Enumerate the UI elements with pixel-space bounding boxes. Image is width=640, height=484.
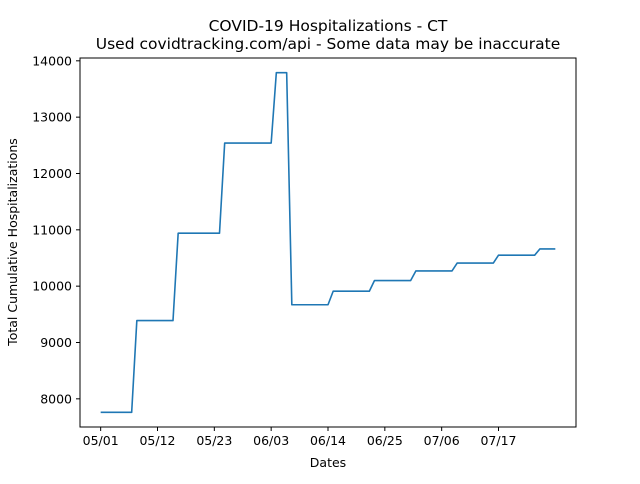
x-tick-label: 05/01 [83,433,119,448]
x-tick-label: 06/14 [310,433,346,448]
x-tick-label: 07/06 [424,433,460,448]
x-tick-label: 07/17 [480,433,516,448]
y-tick-label: 13000 [32,110,72,125]
x-tick-label: 06/03 [253,433,289,448]
series-layer [100,71,556,414]
y-tick-label: 11000 [32,222,72,237]
x-tick-label: 05/12 [139,433,175,448]
y-tick-label: 14000 [32,53,72,68]
x-tick-label: 06/25 [367,433,403,448]
plot-area-frame [79,57,577,428]
y-axis-label: Total Cumulative Hospitalizations [5,138,20,347]
series-line [100,71,556,414]
chart-title: COVID-19 Hospitalizations - CT [209,17,448,35]
y-axis-ticks: 8000 9000 10000 11000 12000 13000 14000 [32,53,80,406]
y-tick-label: 8000 [40,391,72,406]
x-tick-label: 05/23 [196,433,232,448]
chart-subtitle: Used covidtracking.com/api - Some data m… [96,35,561,53]
x-axis-label: Dates [310,455,346,470]
x-axis-ticks: 05/01 05/12 05/23 06/03 06/14 06/25 07/06 07/17 [83,427,517,448]
y-tick-label: 12000 [32,166,72,181]
y-tick-label: 9000 [40,335,72,350]
y-tick-label: 10000 [32,279,72,294]
